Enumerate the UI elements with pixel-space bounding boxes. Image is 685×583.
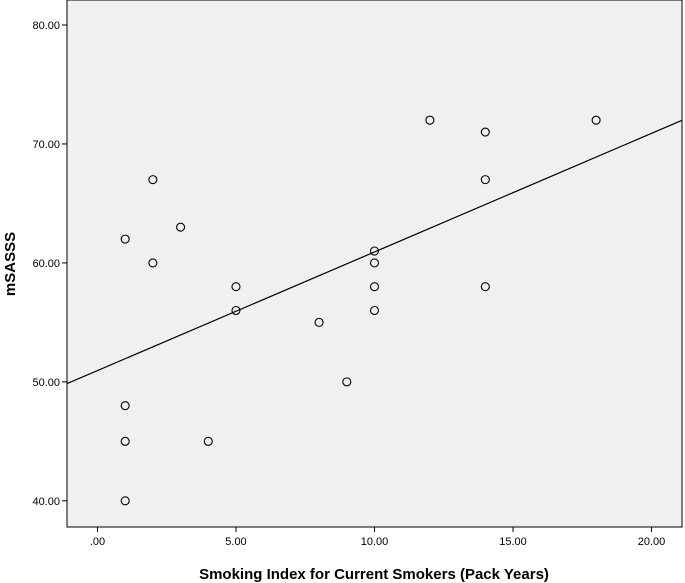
data-point [591, 115, 601, 125]
fit-line-layer [66, 119, 683, 385]
y-tick-label: 70.00 [32, 139, 60, 151]
y-axis: 40.00 50.00 60.00 70.00 80.00 [32, 20, 67, 508]
data-point [148, 258, 158, 268]
data-point [342, 377, 352, 387]
data-point [425, 115, 435, 125]
y-tick-label: 60.00 [32, 258, 60, 270]
data-point [148, 175, 158, 185]
data-point [231, 305, 241, 316]
x-tick-label: 15.00 [499, 536, 527, 548]
y-axis-title: mSASSS [2, 232, 19, 296]
y-tick-label: 50.00 [32, 377, 60, 389]
x-tick-label: .00 [90, 536, 105, 548]
data-point [176, 222, 186, 232]
points-layer [120, 115, 601, 506]
y-tick-label: 40.00 [32, 496, 60, 508]
x-tick-label: 5.00 [225, 536, 246, 548]
x-axis-title: Smoking Index for Current Smokers (Pack … [199, 566, 549, 583]
data-point [480, 282, 490, 292]
y-tick-label: 80.00 [32, 20, 60, 32]
data-point [314, 317, 324, 327]
data-point [480, 127, 490, 137]
plot-area [66, 0, 683, 528]
data-point [231, 282, 241, 292]
x-tick-label: 10.00 [361, 536, 389, 548]
data-point [120, 234, 130, 244]
data-point [203, 436, 213, 446]
data-point [120, 401, 130, 411]
fit-line [66, 119, 683, 385]
data-point [480, 175, 490, 185]
data-point [369, 282, 380, 292]
data-point [369, 305, 380, 316]
data-point [369, 258, 380, 268]
data-point [120, 436, 130, 446]
x-tick-label: 20.00 [638, 536, 666, 548]
data-point [369, 246, 380, 256]
x-axis: .00 5.00 10.00 15.00 20.00 [90, 527, 665, 548]
data-point [120, 496, 130, 506]
